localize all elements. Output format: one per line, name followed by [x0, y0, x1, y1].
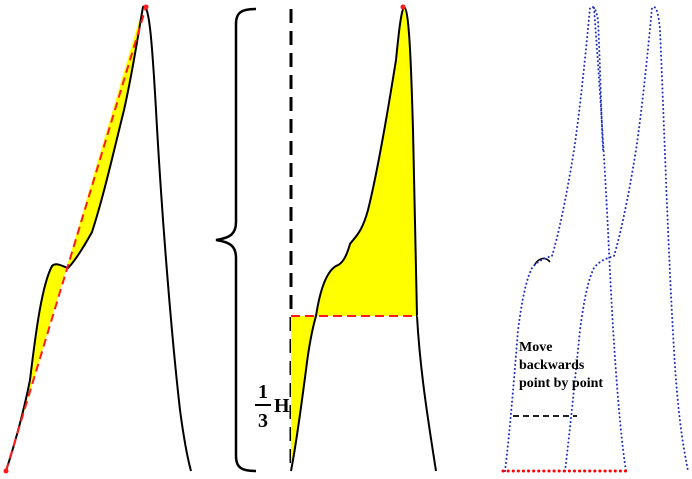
middle-pulse-curve — [290, 5, 437, 472]
annotation-line-2: backwards — [519, 358, 585, 373]
height-symbol: H — [274, 395, 290, 417]
fraction-denominator: 3 — [258, 410, 268, 432]
fraction-numerator: 1 — [258, 381, 268, 403]
right-panel: Move backwards point by point — [501, 5, 689, 473]
right-dotted-wave-1-tail — [593, 7, 627, 472]
left-peak-point — [143, 4, 149, 10]
middle-peak-point — [400, 4, 406, 10]
right-notch-segment — [533, 257, 551, 267]
move-backwards-annotation: Move backwards point by point — [519, 340, 603, 391]
left-pulse-curve — [5, 5, 192, 472]
left-foot-point — [3, 468, 9, 474]
middle-yellow-upper — [316, 7, 417, 316]
annotation-line-3: point by point — [519, 376, 603, 391]
right-dotted-wave-2 — [564, 6, 689, 472]
left-red-dashed-line — [5, 6, 147, 472]
height-brace — [215, 7, 257, 473]
right-dotted-wave-1 — [504, 5, 604, 472]
left-panel — [3, 4, 192, 474]
middle-panel: 1 3 H — [215, 4, 437, 473]
annotation-line-1: Move — [519, 340, 552, 355]
one-third-h-label: 1 3 H — [255, 381, 290, 432]
